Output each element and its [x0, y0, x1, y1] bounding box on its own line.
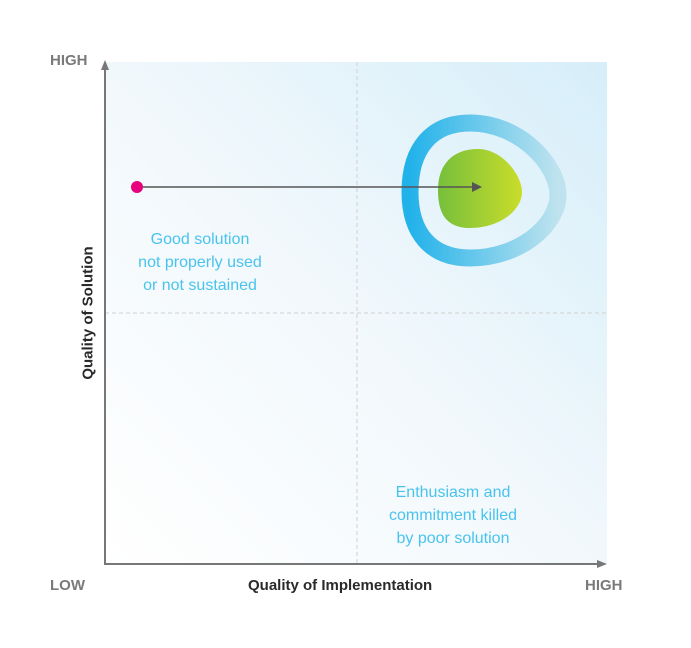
quadrant-line: by poor solution	[396, 530, 510, 547]
quadrant-label-top-left: Good solution not properly used or not s…	[110, 228, 290, 297]
x-low-label: LOW	[50, 577, 85, 594]
y-high-label: HIGH	[50, 52, 88, 69]
x-high-label: HIGH	[585, 577, 623, 594]
target-core	[438, 149, 522, 228]
x-axis-arrow-icon	[597, 560, 607, 568]
x-axis-title: Quality of Implementation	[248, 577, 433, 594]
quadrant-line: Enthusiasm and	[395, 484, 511, 501]
y-axis-arrow-icon	[101, 60, 109, 70]
quadrant-label-bottom-right: Enthusiasm and commitment killed by poor…	[363, 481, 543, 550]
quadrant-line: Good solution	[150, 231, 250, 248]
quadrant-line: commitment killed	[388, 507, 518, 524]
current-position-dot	[131, 181, 143, 193]
arrow-head-icon	[472, 182, 482, 192]
y-axis-title: Quality of Solution	[79, 246, 97, 380]
quadrant-line: not properly used	[138, 254, 262, 271]
target-ring	[401, 114, 567, 267]
quadrant-line: or not sustained	[143, 277, 257, 294]
